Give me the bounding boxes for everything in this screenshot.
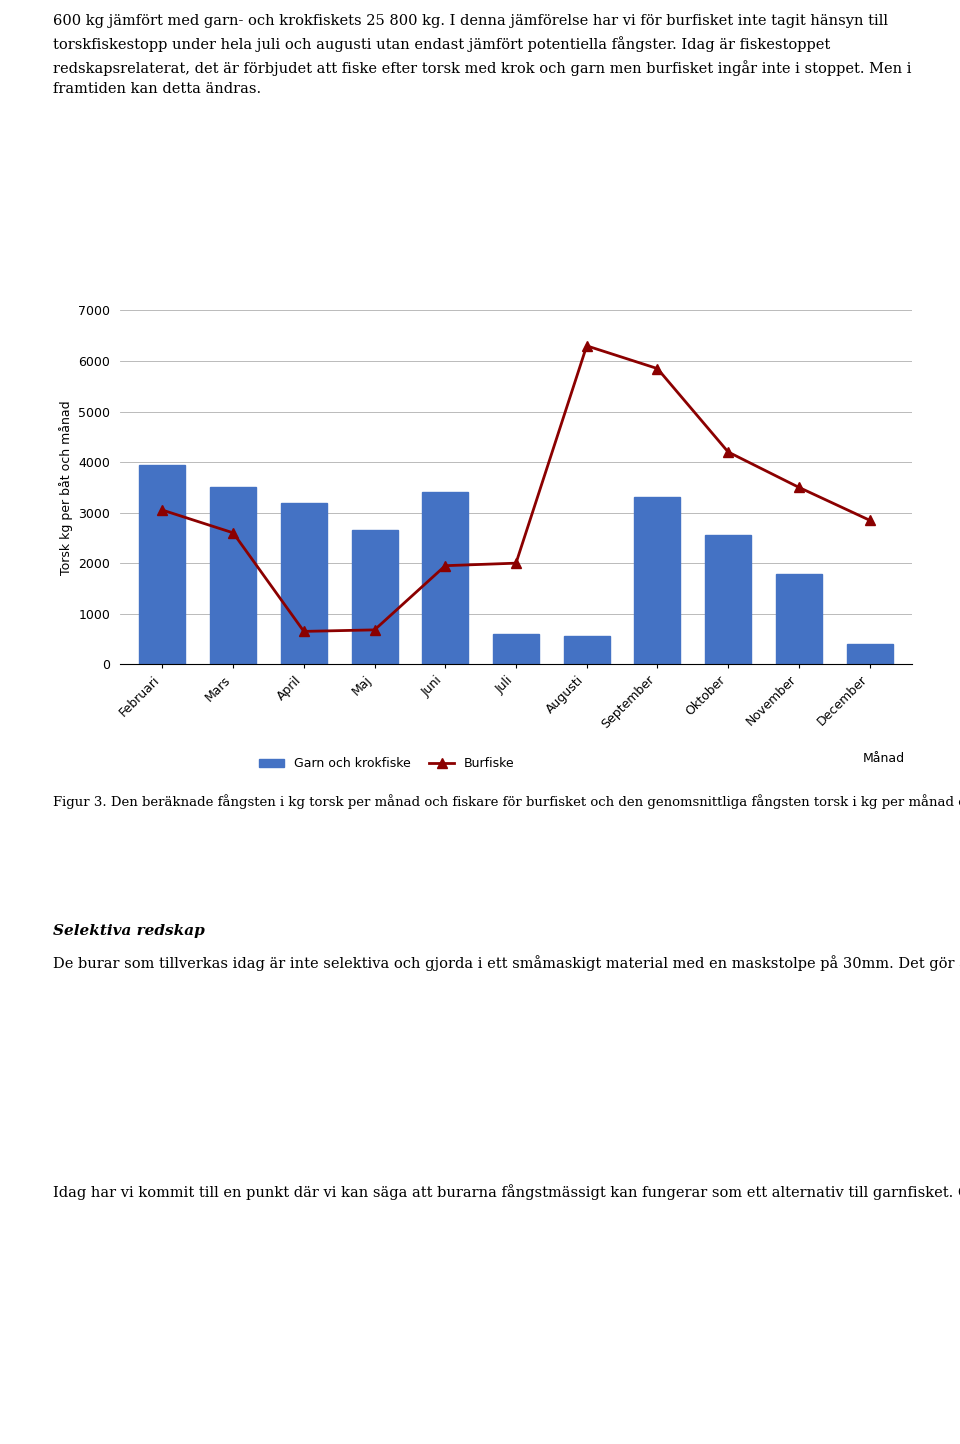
Bar — [422, 492, 468, 664]
Bar — [139, 465, 185, 664]
Bar — [847, 644, 893, 664]
Bar — [281, 503, 326, 664]
Legend: Garn och krokfiske, Burfiske: Garn och krokfiske, Burfiske — [253, 752, 519, 775]
Bar — [635, 497, 681, 664]
Bar — [351, 530, 397, 664]
Bar — [564, 637, 610, 664]
Text: 600 kg jämfört med garn- och krokfiskets 25 800 kg. I denna jämförelse har vi fö: 600 kg jämfört med garn- och krokfiskets… — [53, 14, 911, 97]
Text: Figur 3. Den beräknade fångsten i kg torsk per månad och fiskare för burfisket o: Figur 3. Den beräknade fångsten i kg tor… — [53, 794, 960, 809]
Bar — [493, 634, 539, 664]
Bar — [776, 575, 822, 664]
Text: Månad: Månad — [863, 752, 905, 765]
Text: Selektiva redskap: Selektiva redskap — [53, 924, 204, 939]
Y-axis label: Torsk kg per båt och månad: Torsk kg per båt och månad — [59, 400, 73, 575]
Text: De burar som tillverkas idag är inte selektiva och gjorda i ett småmaskigt mater: De burar som tillverkas idag är inte sel… — [53, 954, 960, 972]
Bar — [210, 487, 256, 664]
Text: Idag har vi kommit till en punkt där vi kan säga att burarna fångstmässigt kan f: Idag har vi kommit till en punkt där vi … — [53, 1184, 960, 1200]
Bar — [706, 536, 751, 664]
